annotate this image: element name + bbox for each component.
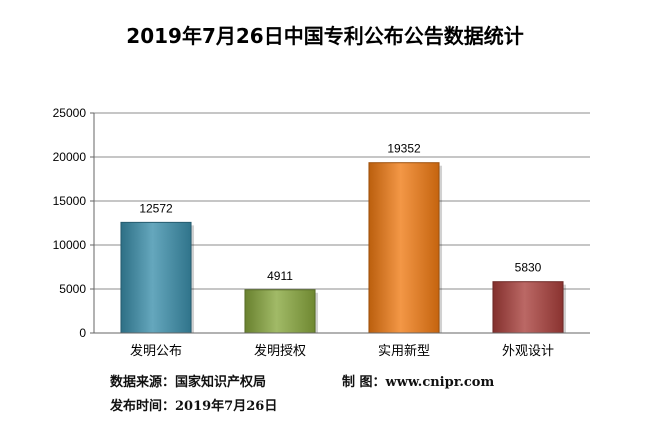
category-label: 实用新型: [378, 343, 430, 359]
bars: [120, 162, 567, 334]
chart-maker-text: 制 图：www.cnipr.com: [342, 374, 494, 390]
category-label: 发明公布: [130, 343, 182, 359]
bar: [368, 162, 440, 334]
bar: [244, 289, 316, 334]
chart-title: 2019年7月26日中国专利公布公告数据统计: [126, 24, 523, 48]
data-labels: 12572 4911 19352 5830: [139, 142, 541, 283]
bar: [120, 221, 192, 334]
y-axis: 0 5000 10000 15000 20000 25000: [53, 106, 95, 340]
y-tick-label: 15000: [53, 194, 87, 208]
x-axis: 发明公布 发明授权 实用新型 外观设计: [94, 332, 590, 359]
data-source-text: 数据来源：国家知识产权局: [110, 374, 266, 390]
data-label: 19352: [387, 142, 421, 156]
y-tick-label: 25000: [53, 106, 87, 120]
data-label: 5830: [515, 261, 542, 275]
y-tick-label: 20000: [53, 150, 87, 164]
data-label: 12572: [139, 201, 173, 215]
publish-date-text: 发布时间：2019年7月26日: [109, 398, 277, 414]
y-tick-label: 10000: [53, 238, 87, 252]
data-label: 4911: [267, 269, 293, 283]
y-tick-label: 0: [79, 326, 86, 340]
category-label: 外观设计: [502, 344, 554, 359]
category-label: 发明授权: [254, 343, 306, 359]
bar: [492, 281, 564, 334]
y-tick-label: 5000: [59, 282, 86, 296]
